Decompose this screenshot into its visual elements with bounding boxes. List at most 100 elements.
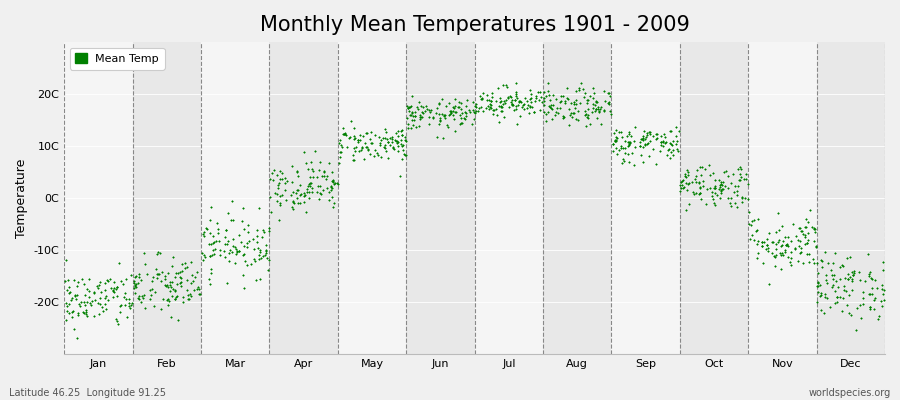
Point <box>621 151 635 158</box>
Point <box>850 305 865 311</box>
Point <box>853 314 868 321</box>
Point <box>681 180 696 187</box>
Point <box>637 136 652 142</box>
Point <box>285 189 300 195</box>
Point <box>454 120 469 126</box>
Point <box>486 106 500 113</box>
Point <box>285 178 300 185</box>
Point <box>351 137 365 144</box>
Point <box>608 138 623 144</box>
Point <box>285 162 300 169</box>
Point <box>597 106 611 113</box>
Point <box>225 236 239 242</box>
Point <box>830 293 844 300</box>
Point <box>504 94 518 100</box>
Point <box>837 286 851 293</box>
Point <box>169 281 184 287</box>
Point <box>97 295 112 301</box>
Point <box>285 204 300 210</box>
Point <box>586 95 600 102</box>
Point <box>808 228 823 235</box>
Point <box>319 176 333 182</box>
Point <box>735 199 750 206</box>
Point <box>506 102 520 108</box>
Point <box>68 292 82 298</box>
Point <box>649 131 663 137</box>
Point <box>649 136 663 142</box>
Point <box>731 182 745 189</box>
Point <box>604 111 618 117</box>
Point <box>768 263 782 270</box>
Point <box>838 275 852 282</box>
Bar <box>816 42 885 354</box>
Point <box>724 180 738 186</box>
Point <box>826 276 841 282</box>
Point <box>257 229 272 236</box>
Point <box>176 299 191 305</box>
Point <box>59 308 74 314</box>
Point <box>845 286 859 293</box>
Point <box>230 247 244 254</box>
Point <box>491 85 505 92</box>
Point <box>378 145 392 152</box>
Point <box>871 316 886 322</box>
Point <box>101 297 115 303</box>
Legend: Mean Temp: Mean Temp <box>70 48 165 70</box>
Point <box>466 116 481 122</box>
Point <box>622 141 636 148</box>
Point <box>424 107 438 113</box>
Point <box>330 180 345 187</box>
Point <box>538 111 553 118</box>
Point <box>656 139 670 146</box>
Point <box>339 132 354 139</box>
Point <box>297 149 311 155</box>
Point <box>723 200 737 206</box>
Point <box>296 190 310 196</box>
Point <box>370 150 384 157</box>
Point <box>154 306 168 312</box>
Point <box>670 146 684 152</box>
Point <box>505 102 519 108</box>
Point <box>399 138 413 144</box>
Point <box>346 157 360 163</box>
Point <box>454 100 468 106</box>
Point <box>752 238 766 244</box>
Point <box>581 97 596 103</box>
Point <box>750 227 764 233</box>
Point <box>252 252 266 258</box>
Point <box>491 103 506 109</box>
Point <box>310 182 325 189</box>
Point <box>696 164 710 170</box>
Point <box>811 283 825 290</box>
Point <box>561 96 575 102</box>
Point <box>680 181 695 187</box>
Point <box>457 115 472 122</box>
Point <box>689 190 704 196</box>
Point <box>619 133 634 140</box>
Point <box>359 144 374 150</box>
Point <box>350 139 365 146</box>
Point <box>814 264 829 270</box>
Point <box>564 99 579 106</box>
Point <box>811 279 825 285</box>
Point <box>714 190 728 196</box>
Point <box>216 248 230 254</box>
Point <box>691 191 706 198</box>
Point <box>378 129 392 136</box>
Point <box>663 140 678 146</box>
Point <box>164 284 178 290</box>
Point <box>675 178 689 184</box>
Point <box>272 180 286 186</box>
Point <box>302 165 316 172</box>
Point <box>443 111 457 118</box>
Point <box>129 284 143 290</box>
Point <box>790 258 805 264</box>
Point <box>176 294 191 300</box>
Point <box>591 107 606 114</box>
Point <box>590 104 605 110</box>
Point <box>61 310 76 317</box>
Point <box>560 85 574 91</box>
Point <box>601 100 616 107</box>
Point <box>219 227 233 234</box>
Point <box>413 111 428 118</box>
